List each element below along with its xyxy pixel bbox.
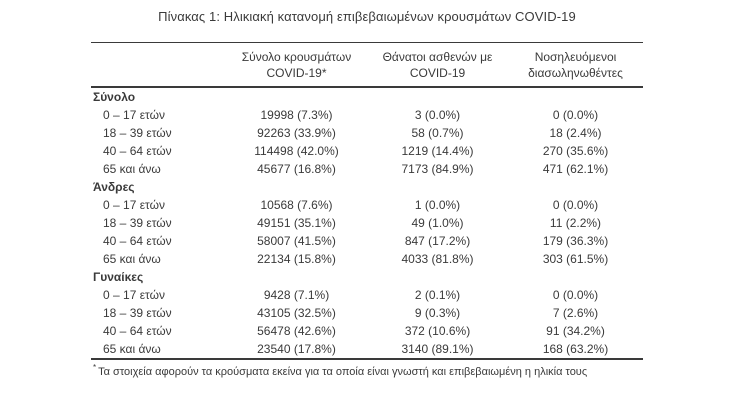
section-row: Άνδρες <box>91 178 643 196</box>
column-header-intubated: Νοσηλευόμενοι διασωληνωθέντες <box>508 42 643 88</box>
deaths-value: 1 (0.0%) <box>414 198 461 212</box>
section-label: Γυναίκες <box>93 270 144 284</box>
table-row: 0 – 17 ετών 9428 (7.1%) 2 (0.1%) 0 (0.0%… <box>91 286 643 304</box>
intubated-value: 0 (0.0%) <box>552 198 599 212</box>
age-group-label: 65 και άνω <box>103 342 161 356</box>
age-group-label: 18 – 39 ετών <box>103 216 172 230</box>
table-row: 65 και άνω 23540 (17.8%) 3140 (89.1%) 16… <box>91 340 643 359</box>
cases-value: 92263 (33.9%) <box>257 126 336 140</box>
age-group-label: 65 και άνω <box>103 252 161 266</box>
footnote-asterisk: * <box>93 363 97 373</box>
intubated-value: 303 (61.5%) <box>542 252 609 266</box>
report-page: Πίνακας 1: Ηλικιακή κατανομή επιβεβαιωμέ… <box>0 9 734 412</box>
table-row: 40 – 64 ετών 58007 (41.5%) 847 (17.2%) 1… <box>91 232 643 250</box>
deaths-value: 3 (0.0%) <box>414 108 461 122</box>
section-label: Άνδρες <box>93 180 135 194</box>
intubated-value: 270 (35.6%) <box>542 144 609 158</box>
header-row: Σύνολο κρουσμάτων COVID-19* Θάνατοι ασθε… <box>91 42 643 88</box>
age-group-label: 40 – 64 ετών <box>103 234 172 248</box>
intubated-value: 18 (2.4%) <box>549 126 602 140</box>
age-group-label: 18 – 39 ετών <box>103 306 172 320</box>
intubated-value: 7 (2.6%) <box>552 306 599 320</box>
intubated-value: 0 (0.0%) <box>552 288 599 302</box>
table-row: 18 – 39 ετών 43105 (32.5%) 9 (0.3%) 7 (2… <box>91 304 643 322</box>
table-row: 65 και άνω 45677 (16.8%) 7173 (84.9%) 47… <box>91 160 643 178</box>
deaths-value: 58 (0.7%) <box>411 126 464 140</box>
cases-value: 9428 (7.1%) <box>263 288 330 302</box>
cases-value: 23540 (17.8%) <box>257 342 336 356</box>
cases-value: 114498 (42.0%) <box>254 144 339 158</box>
table-row: 40 – 64 ετών 114498 (42.0%) 1219 (14.4%)… <box>91 142 643 160</box>
intubated-value: 471 (62.1%) <box>542 162 609 176</box>
cases-value: 49151 (35.1%) <box>257 216 336 230</box>
intubated-value: 11 (2.2%) <box>549 216 602 230</box>
age-group-label: 65 και άνω <box>103 162 161 176</box>
data-table: Σύνολο κρουσμάτων COVID-19* Θάνατοι ασθε… <box>91 42 643 360</box>
table-footnote: * Τα στοιχεία αφορούν τα κρούσματα εκείνα… <box>91 363 643 379</box>
deaths-value: 2 (0.1%) <box>414 288 461 302</box>
deaths-value: 7173 (84.9%) <box>401 162 474 176</box>
deaths-value: 372 (10.6%) <box>404 324 471 338</box>
covid-age-table: Σύνολο κρουσμάτων COVID-19* Θάνατοι ασθε… <box>91 42 643 379</box>
table-row: 18 – 39 ετών 49151 (35.1%) 49 (1.0%) 11 … <box>91 214 643 232</box>
cases-value: 43105 (32.5%) <box>257 306 336 320</box>
table-row: 0 – 17 ετών 19998 (7.3%) 3 (0.0%) 0 (0.0… <box>91 106 643 124</box>
column-header-cases: Σύνολο κρουσμάτων COVID-19* <box>226 42 367 88</box>
cases-value: 19998 (7.3%) <box>260 108 333 122</box>
age-group-label: 0 – 17 ετών <box>103 288 165 302</box>
deaths-value: 49 (1.0%) <box>411 216 464 230</box>
age-group-label: 0 – 17 ετών <box>103 108 165 122</box>
age-group-label: 40 – 64 ετών <box>103 144 172 158</box>
footnote-text: Τα στοιχεία αφορούν τα κρούσματα εκείνα … <box>98 366 588 378</box>
deaths-value: 4033 (81.8%) <box>401 252 474 266</box>
age-group-label: 0 – 17 ετών <box>103 198 165 212</box>
intubated-value: 91 (34.2%) <box>546 324 605 338</box>
cases-value: 22134 (15.8%) <box>257 252 336 266</box>
section-label: Σύνολο <box>93 90 136 104</box>
age-group-label: 18 – 39 ετών <box>103 126 172 140</box>
table-row: 40 – 64 ετών 56478 (42.6%) 372 (10.6%) 9… <box>91 322 643 340</box>
intubated-value: 179 (36.3%) <box>542 234 609 248</box>
cases-value: 10568 (7.6%) <box>260 198 333 212</box>
table-row: 18 – 39 ετών 92263 (33.9%) 58 (0.7%) 18 … <box>91 124 643 142</box>
cases-value: 58007 (41.5%) <box>257 234 336 248</box>
table-row: 65 και άνω 22134 (15.8%) 4033 (81.8%) 30… <box>91 250 643 268</box>
deaths-value: 3140 (89.1%) <box>401 342 474 356</box>
deaths-value: 9 (0.3%) <box>414 306 461 320</box>
section-row: Γυναίκες <box>91 268 643 286</box>
intubated-value: 0 (0.0%) <box>552 108 599 122</box>
cases-value: 56478 (42.6%) <box>257 324 336 338</box>
table-row: 0 – 17 ετών 10568 (7.6%) 1 (0.0%) 0 (0.0… <box>91 196 643 214</box>
column-header-deaths: Θάνατοι ασθενών με COVID-19 <box>367 42 508 88</box>
table-title: Πίνακας 1: Ηλικιακή κατανομή επιβεβαιωμέ… <box>158 9 576 24</box>
cases-value: 45677 (16.8%) <box>257 162 336 176</box>
deaths-value: 1219 (14.4%) <box>401 144 474 158</box>
section-row: Σύνολο <box>91 87 643 106</box>
age-group-label: 40 – 64 ετών <box>103 324 172 338</box>
header-empty-cell <box>91 42 226 88</box>
intubated-value: 168 (63.2%) <box>542 342 609 356</box>
deaths-value: 847 (17.2%) <box>404 234 471 248</box>
